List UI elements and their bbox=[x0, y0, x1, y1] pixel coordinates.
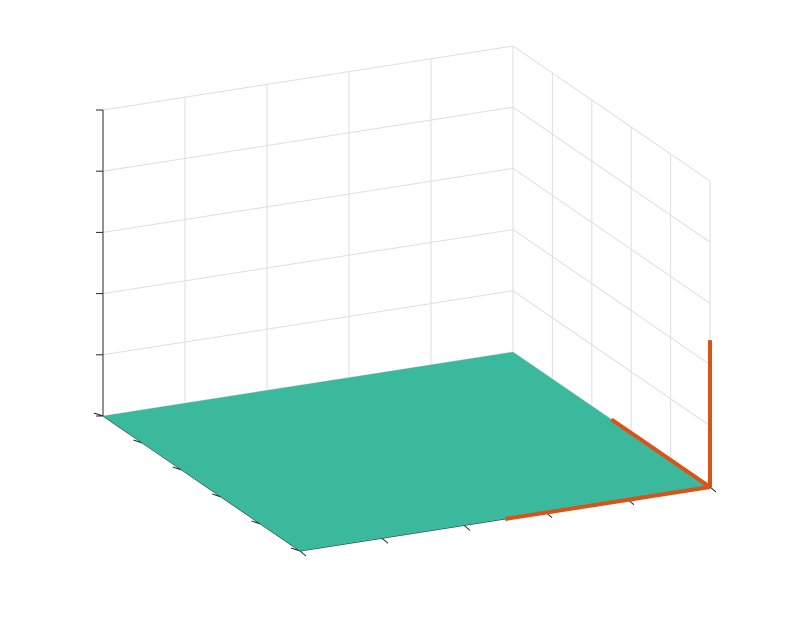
grid-line-backwall-z bbox=[102, 45, 514, 111]
series-segment-1 bbox=[504, 485, 711, 521]
grid-line-backwall-z bbox=[102, 290, 514, 356]
grid-line-backwall-z bbox=[102, 106, 514, 172]
surface-layer bbox=[103, 352, 710, 551]
grid-line-sidewall-z bbox=[512, 45, 711, 182]
y-axis-tick bbox=[172, 466, 182, 471]
grid-line-sidewall-z bbox=[512, 229, 711, 366]
series-segment-2 bbox=[610, 417, 712, 489]
x-axis-tick bbox=[709, 486, 717, 493]
grid-line-backwall-z bbox=[102, 167, 514, 233]
x-axis-tick bbox=[463, 525, 471, 531]
y-axis-tick bbox=[251, 520, 261, 525]
y-axis-tick bbox=[133, 439, 143, 444]
grid-line-sidewall-z bbox=[512, 167, 711, 304]
grid-line-sidewall-z bbox=[512, 290, 711, 427]
y-axis-tick bbox=[93, 412, 104, 417]
y-axis-tick bbox=[290, 547, 301, 552]
grid-line-backwall-z bbox=[102, 229, 514, 295]
surface-plane bbox=[103, 352, 710, 551]
series-layer bbox=[504, 340, 712, 521]
x-axis-tick bbox=[299, 550, 307, 557]
grid-line-sidewall-z bbox=[512, 106, 711, 243]
y-axis-tick bbox=[212, 493, 222, 498]
x-axis-tick bbox=[381, 537, 389, 544]
